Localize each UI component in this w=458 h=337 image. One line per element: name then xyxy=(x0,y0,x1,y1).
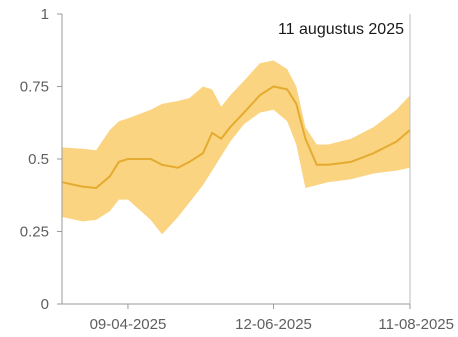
x-tick-label: 12-06-2025 xyxy=(235,316,312,333)
y-tick-label: 0.5 xyxy=(28,151,49,168)
x-tick-label: 09-04-2025 xyxy=(90,316,167,333)
y-tick-label: 0.75 xyxy=(20,79,49,96)
median-line xyxy=(61,85,411,190)
uncertainty-band xyxy=(62,60,410,235)
x-ticks: 09-04-2025 12-06-2025 11-08-2025 xyxy=(90,304,454,333)
y-tick-label: 0 xyxy=(41,296,49,313)
y-tick-label: 1 xyxy=(41,6,49,23)
hover-date-label: 11 augustus 2025 xyxy=(278,21,404,38)
y-tick-label: 0.25 xyxy=(20,224,49,241)
x-tick-label: 11-08-2025 xyxy=(378,316,454,333)
y-ticks: 0 0.25 0.5 0.75 1 xyxy=(20,6,62,313)
